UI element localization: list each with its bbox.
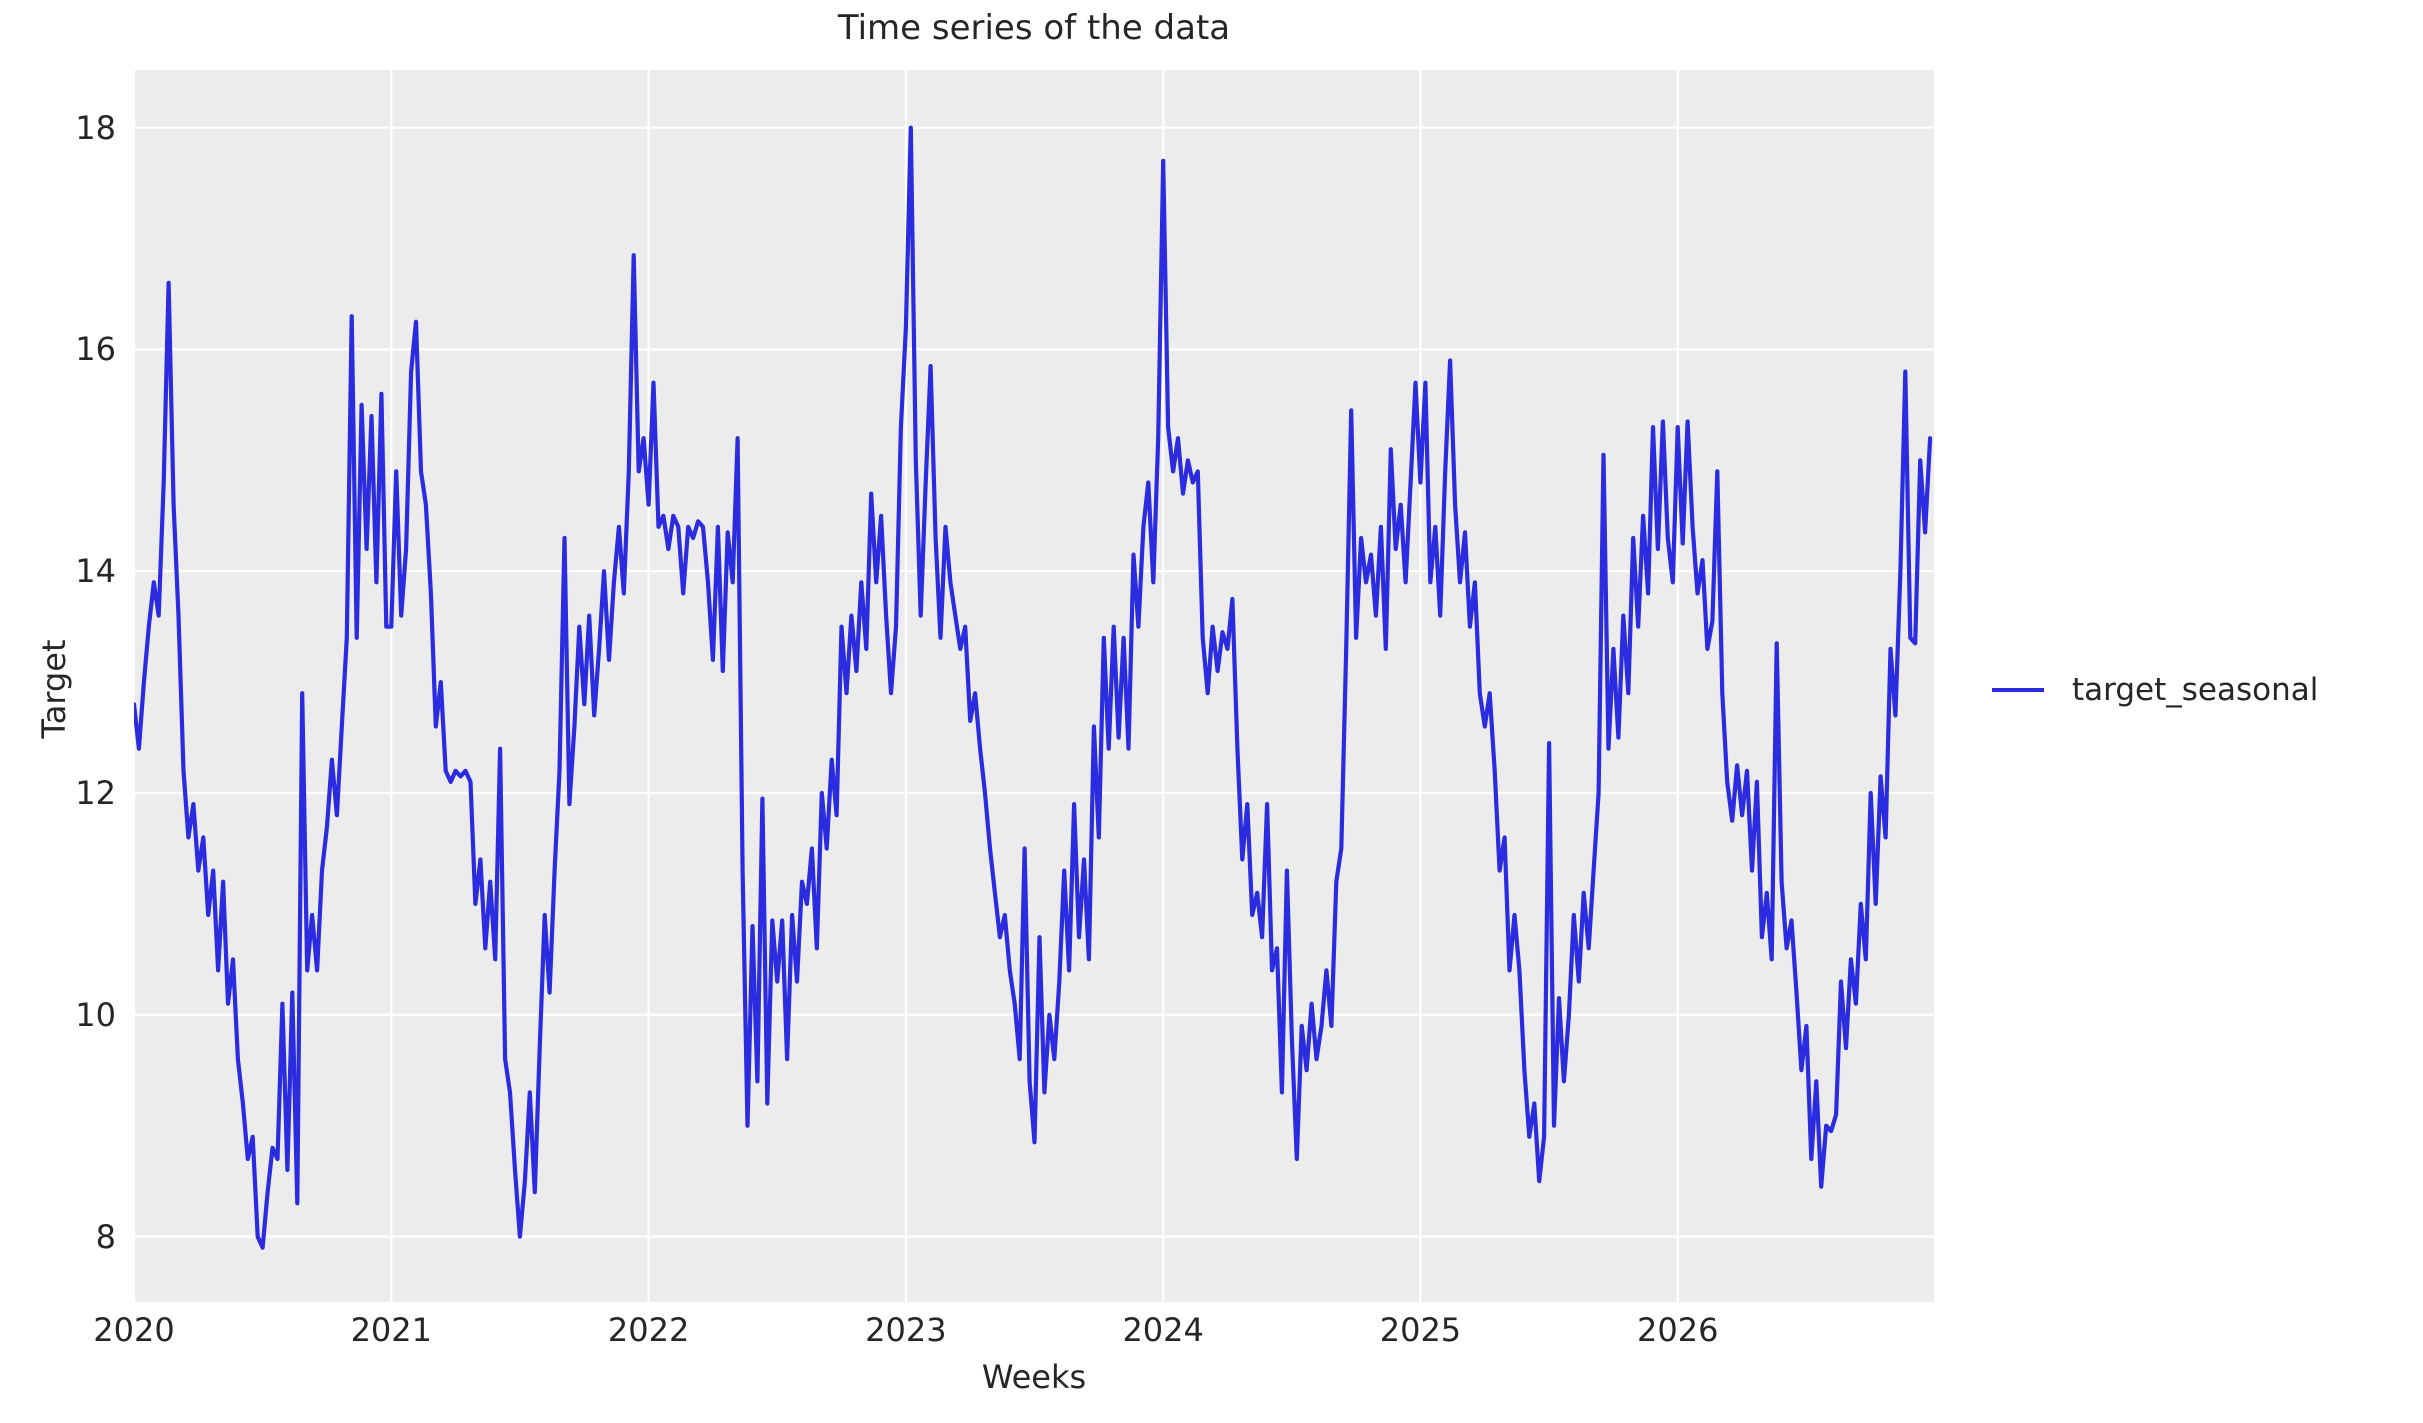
legend: target_seasonal [1992,672,2318,708]
x-tick-label: 2026 [1637,1311,1719,1349]
y-tick-label: 16 [75,330,116,369]
y-tick-label: 8 [95,1217,116,1256]
legend-label: target_seasonal [2072,672,2319,708]
legend-line-swatch [1992,688,2044,692]
target-seasonal-line [134,125,1933,1250]
x-tick-label: 2025 [1379,1311,1462,1349]
x-tick-label: 2021 [350,1311,432,1349]
x-tick-label: 2022 [607,1311,690,1349]
y-tick-label: 10 [75,995,116,1034]
x-axis-label: Weeks [981,1358,1087,1396]
chart-title: Time series of the data [837,8,1231,48]
y-tick-label: 14 [75,552,116,591]
x-tick-label: 2024 [1122,1311,1204,1349]
plot-area [134,70,1934,1302]
y-axis-label: Target [35,639,73,739]
x-tick-label: 2023 [865,1311,947,1349]
y-tick-label: 18 [75,108,116,147]
y-tick-label: 12 [75,774,116,812]
plot-svg [134,70,1934,1302]
x-tick-label: 2020 [93,1311,175,1349]
